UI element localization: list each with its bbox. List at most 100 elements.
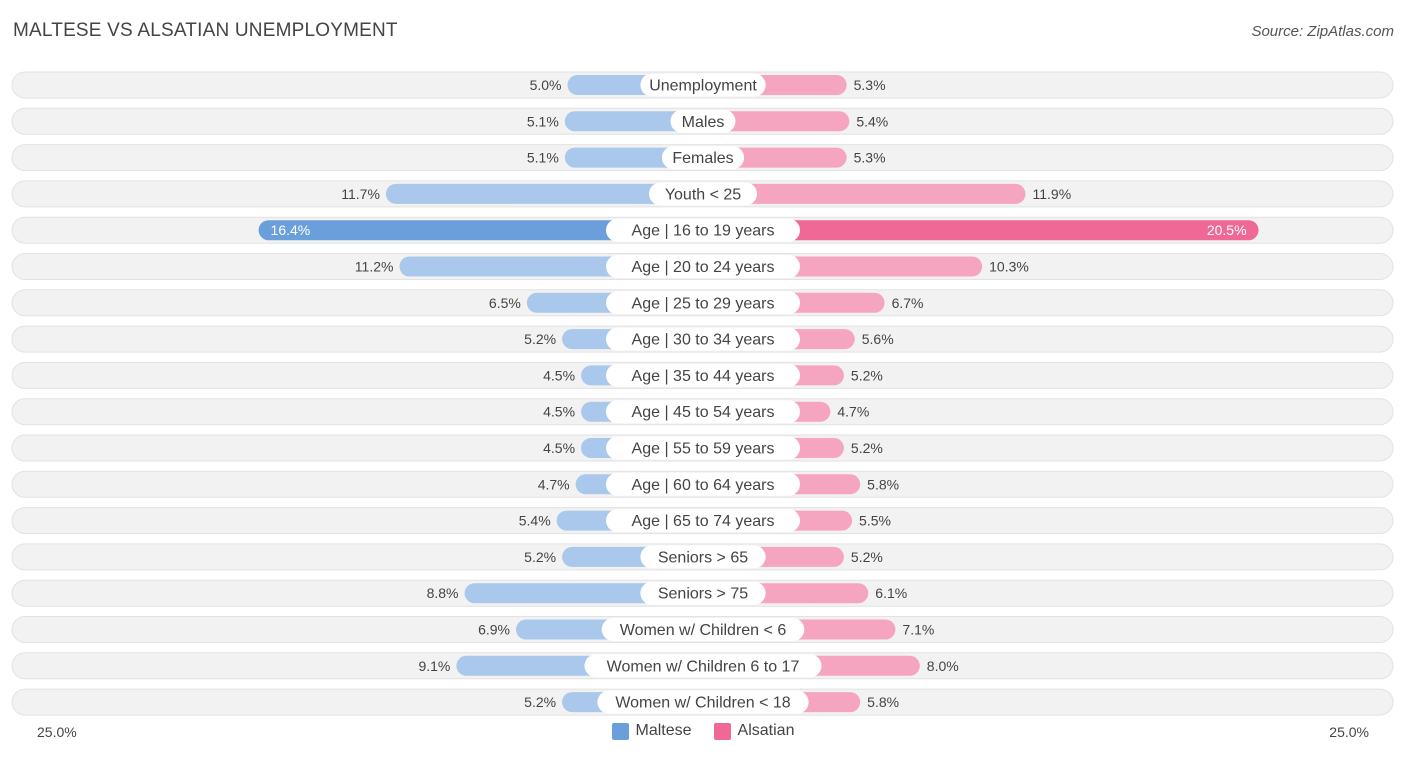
bar-row: 8.8% 6.1% Seniors > 75 — [11, 579, 1394, 607]
value-label-maltese: 11.7% — [341, 186, 380, 202]
bar-row: 11.7% 11.9% Youth < 25 — [11, 180, 1394, 208]
value-label-maltese: 5.2% — [524, 549, 556, 565]
category-label-bg — [606, 218, 800, 242]
category-label-bg — [606, 509, 800, 533]
value-label-alsatian: 8.0% — [927, 658, 959, 674]
axis-left-label: 25.0% — [37, 724, 77, 740]
bar-row: 4.5% 5.2% Age | 35 to 44 years — [11, 361, 1394, 389]
value-label-maltese: 9.1% — [418, 658, 450, 674]
category-label: Age | 16 to 19 years — [632, 223, 775, 240]
category-label: Age | 20 to 24 years — [632, 259, 775, 276]
value-label-maltese: 6.5% — [489, 295, 521, 311]
category-label: Age | 35 to 44 years — [632, 368, 775, 385]
value-label-alsatian: 5.8% — [867, 694, 899, 710]
value-label-maltese: 5.2% — [524, 694, 556, 710]
category-label: Women w/ Children < 18 — [615, 695, 790, 712]
value-label-maltese: 4.5% — [543, 404, 575, 420]
bar-row: 16.4% 20.5% Age | 16 to 19 years — [11, 216, 1394, 244]
category-label: Women w/ Children 6 to 17 — [607, 658, 800, 675]
category-label-bg — [606, 400, 800, 424]
bar-row: 6.9% 7.1% Women w/ Children < 6 — [11, 616, 1394, 643]
value-label-maltese: 5.1% — [527, 150, 559, 166]
category-label-bg — [601, 618, 805, 641]
value-label-maltese: 5.0% — [530, 77, 562, 93]
category-label-bg — [606, 472, 800, 496]
value-label-alsatian: 5.5% — [859, 513, 891, 529]
category-label-bg — [670, 109, 736, 133]
bar-row: 5.4% 5.5% Age | 65 to 74 years — [11, 507, 1394, 535]
value-label-alsatian: 5.4% — [856, 113, 888, 129]
category-label: Age | 25 to 29 years — [632, 295, 775, 312]
legend-item-maltese[interactable]: Maltese — [611, 722, 692, 740]
bar-row: 4.5% 4.7% Age | 45 to 54 years — [11, 398, 1394, 426]
category-label: Age | 45 to 54 years — [632, 404, 775, 421]
chart-title: MALTESE VS ALSATIAN UNEMPLOYMENT — [13, 20, 398, 41]
bar-row: 5.1% 5.3% Females — [11, 144, 1394, 172]
value-label-alsatian: 5.2% — [851, 367, 883, 383]
value-label-maltese: 4.5% — [543, 367, 575, 383]
value-label-maltese: 16.4% — [271, 222, 311, 238]
category-label: Unemployment — [649, 78, 757, 95]
category-label-bg — [597, 690, 809, 714]
value-label-alsatian: 5.2% — [851, 549, 883, 565]
value-label-alsatian: 5.6% — [862, 331, 894, 347]
bar-row: 5.2% 5.8% Women w/ Children < 18 — [11, 688, 1394, 716]
value-label-maltese: 6.9% — [478, 622, 510, 638]
legend-label-maltese: Maltese — [635, 722, 692, 739]
category-label: Males — [682, 114, 725, 131]
category-label: Seniors > 65 — [658, 549, 748, 566]
category-label: Age | 55 to 59 years — [632, 441, 775, 458]
value-label-alsatian: 10.3% — [989, 259, 1029, 275]
category-label-bg — [640, 581, 766, 605]
axis-right-label: 25.0% — [1329, 724, 1369, 740]
legend: Maltese Alsatian — [0, 722, 1406, 740]
value-label-alsatian: 5.3% — [854, 77, 886, 93]
value-label-alsatian: 6.7% — [892, 295, 924, 311]
bar-row: 5.0% 5.3% Unemployment — [11, 71, 1394, 99]
value-label-alsatian: 7.1% — [902, 622, 934, 638]
category-label-bg — [661, 146, 745, 170]
bar-alsatian — [703, 183, 1026, 204]
value-label-maltese: 5.1% — [527, 113, 559, 129]
category-label-bg — [640, 73, 766, 97]
source-note: Source: ZipAtlas.com — [1251, 23, 1394, 40]
category-label-bg — [606, 291, 800, 315]
bar-row: 6.5% 6.7% Age | 25 to 29 years — [11, 289, 1394, 317]
category-label-bg — [606, 363, 800, 387]
bar-row: 5.1% 5.4% Males — [11, 107, 1394, 135]
bar-row: 5.2% 5.6% Age | 30 to 34 years — [11, 325, 1394, 353]
category-label-bg — [584, 654, 822, 678]
bar-alsatian — [703, 111, 850, 132]
category-label: Seniors > 75 — [658, 586, 748, 603]
category-label: Age | 30 to 34 years — [632, 332, 775, 349]
legend-item-alsatian[interactable]: Alsatian — [713, 722, 795, 740]
bar-alsatian — [703, 220, 1259, 241]
category-label: Women w/ Children < 6 — [620, 622, 787, 639]
value-label-maltese: 11.2% — [355, 259, 394, 275]
category-label: Age | 65 to 74 years — [632, 513, 775, 530]
value-label-alsatian: 11.9% — [1032, 186, 1071, 202]
category-label-bg — [606, 327, 800, 351]
bar-row: 4.7% 5.8% Age | 60 to 64 years — [11, 470, 1394, 498]
value-label-alsatian: 4.7% — [837, 404, 869, 420]
category-label-bg — [606, 255, 800, 278]
legend-swatch-maltese — [611, 722, 629, 740]
category-label: Age | 60 to 64 years — [632, 477, 775, 494]
category-label-bg — [640, 545, 766, 569]
bar-row: 4.5% 5.2% Age | 55 to 59 years — [11, 434, 1394, 462]
bar-row: 5.2% 5.2% Seniors > 65 — [11, 543, 1394, 571]
value-label-maltese: 4.7% — [538, 476, 570, 492]
bar-maltese — [564, 111, 703, 132]
legend-label-alsatian: Alsatian — [737, 722, 795, 739]
bar-row: 9.1% 8.0% Women w/ Children 6 to 17 — [11, 652, 1394, 680]
legend-swatch-alsatian — [713, 722, 731, 740]
value-label-maltese: 4.5% — [543, 440, 575, 456]
value-label-alsatian: 20.5% — [1207, 222, 1247, 238]
value-label-alsatian: 5.8% — [867, 476, 899, 492]
category-label-bg — [606, 436, 800, 460]
bar-row: 11.2% 10.3% Age | 20 to 24 years — [11, 253, 1394, 280]
value-label-maltese: 8.8% — [427, 585, 459, 601]
bar-maltese — [258, 220, 703, 241]
category-label-bg — [649, 182, 757, 206]
